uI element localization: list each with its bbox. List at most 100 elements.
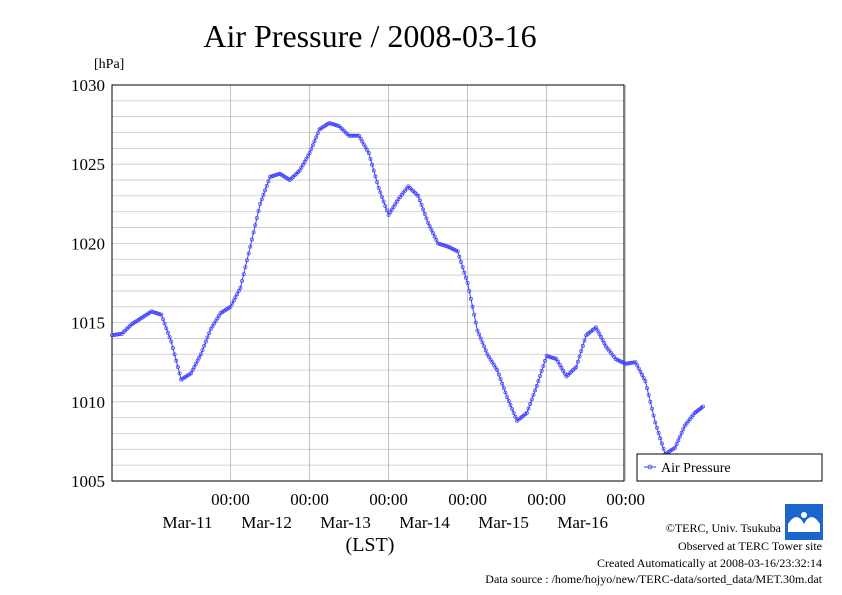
data-point — [358, 136, 363, 141]
data-point — [437, 241, 442, 246]
data-point — [230, 301, 235, 306]
data-point — [475, 328, 480, 333]
data-point — [378, 190, 383, 195]
data-point — [465, 281, 470, 285]
data-point — [422, 211, 427, 216]
y-tick-labels: 1030 1025 1020 1015 1010 1005 — [71, 76, 105, 491]
data-point — [434, 238, 439, 242]
data-point — [170, 345, 175, 350]
data-point — [266, 179, 271, 184]
data-point — [166, 330, 170, 335]
data-point — [329, 121, 333, 126]
data-point — [355, 133, 360, 138]
data-point — [310, 143, 315, 148]
data-point — [539, 368, 544, 373]
data-point — [330, 122, 335, 127]
data-point — [679, 431, 684, 435]
data-point — [455, 249, 460, 254]
data-point — [636, 366, 641, 371]
data-point — [501, 386, 506, 391]
data-point — [513, 414, 518, 419]
data-point — [307, 151, 312, 156]
data-point — [429, 227, 434, 232]
data-point — [427, 224, 432, 229]
x-tick-day-label: Mar-15 — [478, 513, 529, 532]
data-point — [575, 359, 580, 364]
data-point — [157, 312, 162, 317]
data-point — [544, 353, 549, 358]
data-point — [175, 365, 180, 369]
data-point — [152, 310, 157, 315]
data-point — [381, 199, 386, 204]
data-point — [375, 180, 380, 185]
data-point — [149, 309, 154, 314]
data-point — [656, 431, 661, 435]
data-point — [483, 348, 488, 353]
data-point — [496, 372, 501, 377]
data-point — [444, 244, 449, 248]
data-point — [658, 436, 663, 441]
data-point — [264, 183, 269, 188]
x-tick-time-label: 00:00 — [606, 490, 645, 509]
data-point — [159, 312, 164, 317]
terc-logo: TERC — [785, 504, 823, 540]
x-tick-time-label: 00:00 — [527, 490, 566, 509]
data-point — [419, 202, 424, 207]
data-point — [673, 445, 677, 450]
data-point — [477, 332, 482, 337]
data-point — [373, 174, 378, 179]
legend-marker — [647, 464, 653, 470]
data-point — [253, 223, 258, 228]
data-point — [580, 343, 585, 348]
data-point — [156, 311, 161, 316]
legend-box — [636, 453, 823, 482]
data-point — [302, 159, 307, 164]
data-point — [643, 379, 648, 384]
data-point — [556, 359, 561, 364]
data-point — [327, 121, 332, 125]
logo-text: TERC — [794, 532, 813, 540]
data-point — [439, 242, 444, 247]
data-point — [424, 216, 429, 221]
data-point — [238, 285, 243, 290]
credit-source: Data source : /home/hojyo/new/TERC-data/… — [485, 572, 822, 586]
data-point — [314, 135, 319, 140]
data-point — [301, 162, 305, 167]
data-point — [383, 203, 388, 208]
data-point — [305, 154, 310, 158]
data-point — [552, 356, 557, 361]
data-point — [574, 365, 579, 369]
series-line — [111, 122, 704, 455]
x-tick-time-label: 00:00 — [290, 490, 329, 509]
data-point — [169, 339, 174, 344]
data-point — [638, 369, 643, 374]
data-point — [543, 358, 547, 363]
data-point — [464, 275, 468, 280]
data-point — [436, 241, 440, 246]
x-tick-day-label: Mar-13 — [320, 513, 371, 532]
data-point — [510, 406, 515, 411]
data-point — [538, 373, 542, 378]
data-point — [243, 265, 248, 270]
data-point — [273, 173, 277, 178]
y-tick-label: 1015 — [71, 314, 105, 333]
data-point — [531, 392, 536, 397]
data-point — [482, 344, 487, 349]
data-point — [547, 354, 552, 359]
data-point — [508, 403, 513, 407]
data-point — [524, 410, 529, 415]
data-point — [440, 243, 445, 247]
y-tick-label: 1005 — [71, 472, 105, 491]
credit-created: Created Automatically at 2008-03-16/23:3… — [597, 556, 822, 570]
x-tick-time-label: 00:00 — [448, 490, 487, 509]
data-point — [151, 310, 156, 314]
data-point — [505, 395, 510, 399]
y-tick-label: 1025 — [71, 155, 105, 174]
data-point — [536, 378, 541, 383]
data-point — [248, 244, 253, 249]
data-point — [460, 265, 465, 270]
data-point — [236, 288, 241, 293]
x-tick-labels: 00:00 Mar-11 00:00 Mar-12 00:00 Mar-13 00:00 Ma… — [163, 490, 645, 532]
data-point — [356, 133, 361, 138]
data-point — [640, 372, 645, 377]
